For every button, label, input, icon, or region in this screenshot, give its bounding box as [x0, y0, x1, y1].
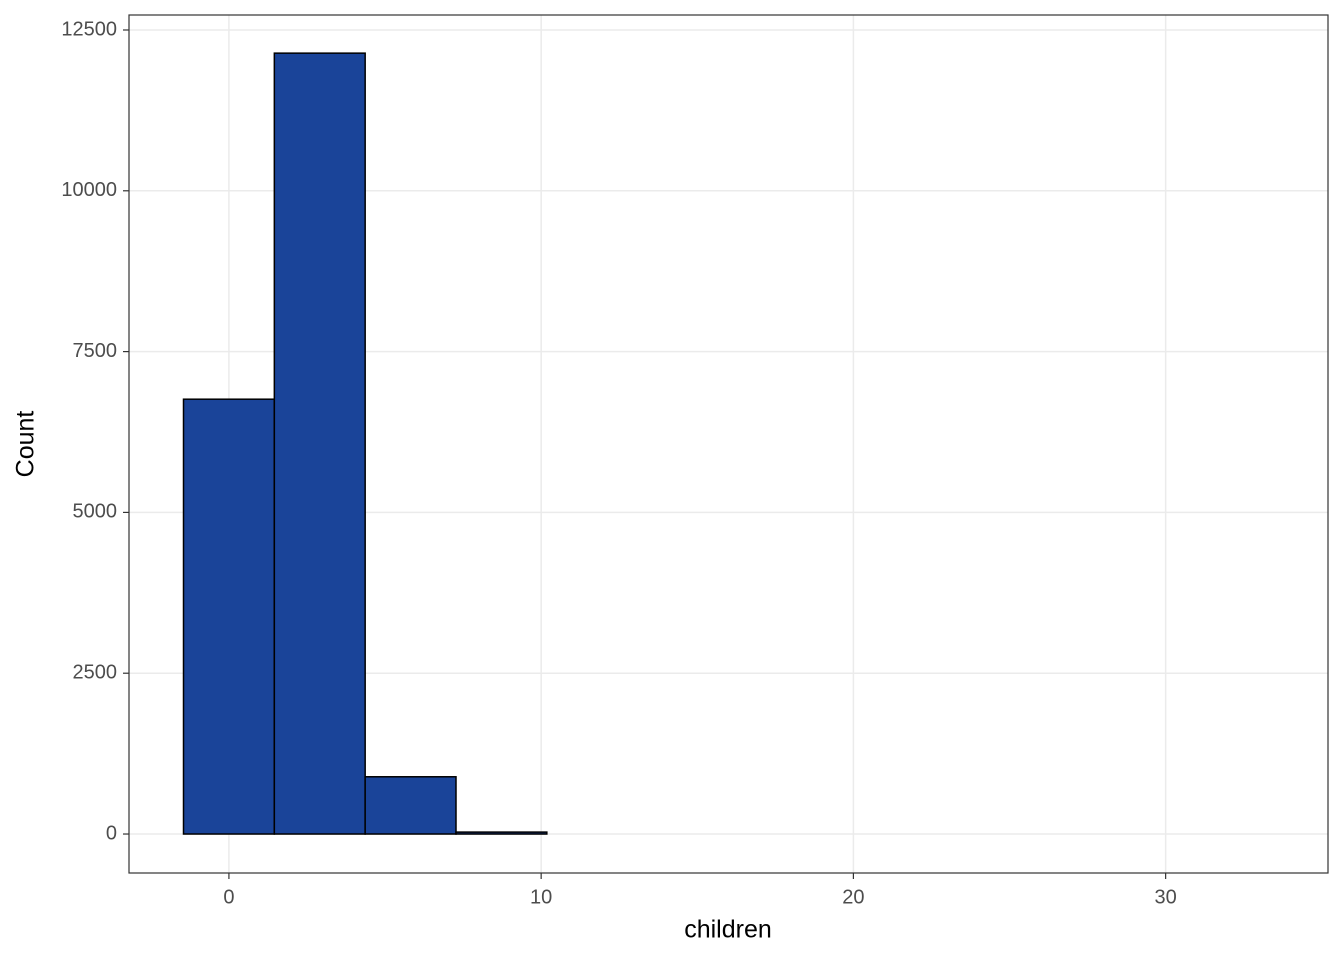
y-tick-label: 12500 — [61, 18, 117, 40]
y-tick-label: 7500 — [73, 340, 118, 362]
bar — [273, 52, 366, 835]
panel-border — [128, 14, 1329, 874]
x-tick-label: 0 — [223, 886, 234, 908]
y-axis-title: Count — [12, 411, 40, 478]
x-tick-label: 10 — [530, 886, 552, 908]
x-axis-title: children — [684, 916, 772, 944]
y-tick-label: 2500 — [73, 661, 118, 683]
bar — [364, 776, 457, 835]
y-tick-label: 10000 — [61, 179, 117, 201]
y-tick-label: 0 — [106, 822, 117, 844]
bar — [182, 398, 276, 835]
x-tick-label: 30 — [1155, 886, 1177, 908]
bar — [455, 831, 548, 835]
x-tick-label: 20 — [842, 886, 864, 908]
y-tick-label: 5000 — [73, 501, 118, 523]
